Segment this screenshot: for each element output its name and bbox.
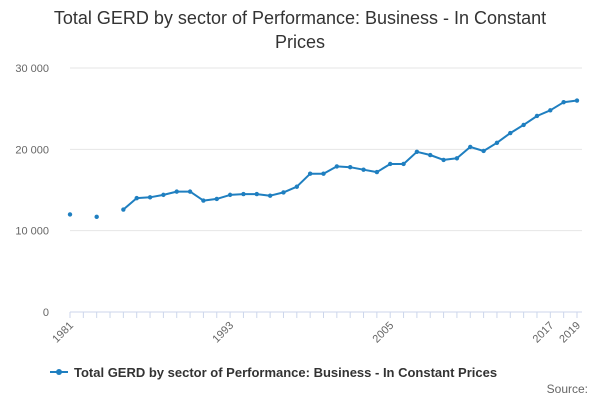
data-point <box>134 195 139 201</box>
legend-label: Total GERD by sector of Performance: Bus… <box>74 364 498 380</box>
data-point <box>214 196 219 202</box>
legend-dot <box>56 369 62 375</box>
y-tick-label: 0 <box>43 307 49 319</box>
data-point <box>574 98 580 103</box>
x-tick-label: 2005 <box>371 320 397 346</box>
x-tick-label: 2019 <box>557 320 583 346</box>
data-point <box>161 192 166 198</box>
data-point <box>561 99 566 105</box>
data-point <box>454 156 460 161</box>
data-point <box>347 165 353 170</box>
x-tick-label: 1993 <box>210 320 236 346</box>
data-point <box>481 148 486 154</box>
data-point <box>468 144 473 150</box>
data-point <box>201 198 206 203</box>
data-point <box>534 113 540 119</box>
data-point <box>94 214 99 220</box>
data-point <box>121 207 126 212</box>
legend[interactable]: Total GERD by sector of Performance: Bus… <box>50 362 497 382</box>
data-point <box>174 189 179 194</box>
data-point <box>321 171 326 176</box>
data-point <box>494 140 500 146</box>
data-point <box>361 167 366 172</box>
data-point <box>374 169 380 175</box>
data-point <box>187 189 193 194</box>
data-point <box>227 192 233 198</box>
data-point <box>294 184 300 189</box>
y-tick-label: 30 000 <box>15 63 49 75</box>
data-point <box>508 130 513 136</box>
data-point <box>428 152 433 158</box>
data-point <box>521 122 526 128</box>
x-tick-label: 2017 <box>531 320 557 346</box>
y-tick-label: 20 000 <box>15 144 49 156</box>
data-point <box>401 161 406 167</box>
data-point <box>254 191 259 197</box>
data-point <box>441 157 446 163</box>
data-point <box>414 149 420 154</box>
x-tick-label: 1981 <box>50 320 76 346</box>
data-point <box>241 191 246 197</box>
data-point <box>388 161 393 167</box>
chart-title: Total GERD by sector of Performance: Bus… <box>53 8 547 52</box>
data-point <box>307 171 313 176</box>
data-point <box>281 190 286 195</box>
data-point <box>147 195 153 200</box>
data-point <box>334 164 340 169</box>
data-point <box>267 193 273 198</box>
source-credit[interactable]: Source: <box>546 382 588 396</box>
legend-symbol-icon <box>50 367 68 377</box>
data-point <box>548 108 553 113</box>
data-point <box>67 212 73 217</box>
y-tick-label: 10 000 <box>15 226 49 238</box>
